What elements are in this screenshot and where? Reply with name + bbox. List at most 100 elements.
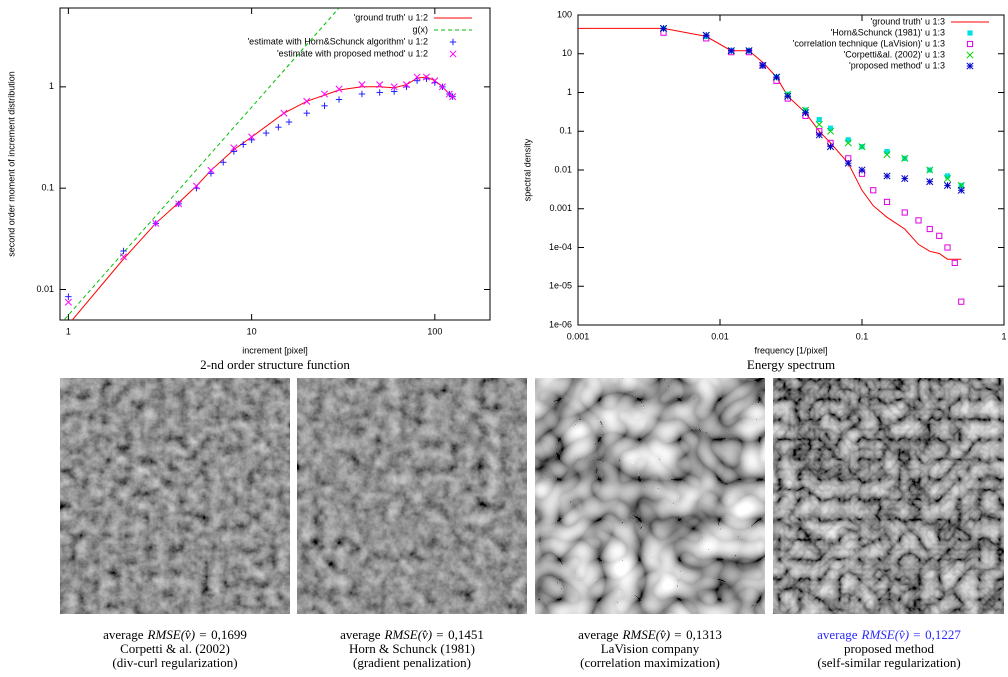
- marker-stroke: [784, 92, 792, 100]
- series-line: [71, 76, 453, 320]
- chart-caption: 2-nd order structure function: [200, 357, 350, 372]
- data-point: [827, 125, 834, 131]
- marker-stroke: [390, 83, 398, 91]
- data-point: [358, 90, 366, 98]
- x-tick-label: 1: [66, 326, 71, 336]
- data-point: [262, 129, 270, 137]
- marker-stroke: [376, 81, 384, 89]
- image-panel: [60, 378, 290, 614]
- marker-stroke: [858, 143, 866, 151]
- marker-stroke: [826, 127, 835, 135]
- legend-stroke: [449, 50, 457, 58]
- marker-stroke: [119, 253, 128, 261]
- marker-stroke: [659, 24, 668, 32]
- data-point: [119, 253, 128, 261]
- caption-metric: RMSE(v̂) =: [384, 627, 445, 642]
- data-point: [759, 61, 767, 69]
- data-point: [826, 127, 835, 135]
- legend-stroke: [966, 62, 974, 70]
- data-point: [64, 298, 72, 306]
- legend-swatch: [966, 51, 974, 59]
- marker-shape: [901, 209, 908, 216]
- marker-stroke: [883, 172, 891, 180]
- caption-method: Horn & Schunck (1981): [349, 641, 475, 656]
- data-point: [358, 81, 366, 89]
- marker-stroke: [858, 166, 866, 174]
- marker-stroke: [826, 143, 835, 151]
- marker-stroke: [431, 77, 439, 85]
- marker-stroke: [957, 186, 965, 194]
- y-tick-label: 1e-05: [549, 281, 572, 291]
- data-point: [727, 47, 735, 55]
- caption-prefix: average: [340, 627, 381, 642]
- marker-stroke: [901, 154, 909, 162]
- y-tick-label: 0.01: [36, 284, 54, 294]
- data-point: [220, 159, 227, 166]
- data-point: [926, 178, 934, 186]
- data-point: [815, 120, 823, 128]
- caption-note: (correlation maximization): [580, 655, 720, 670]
- data-point: [883, 172, 891, 180]
- caption-value: 0,1313: [686, 627, 722, 642]
- y-tick-label: 10: [562, 48, 572, 58]
- x-tick-label: 100: [427, 326, 442, 336]
- plot-area: [578, 24, 965, 305]
- data-point: [901, 175, 909, 183]
- data-point: [303, 97, 311, 105]
- data-point: [438, 83, 446, 91]
- legend-label: 'Horn&Schunck (1981)' u 1:3: [831, 27, 946, 37]
- caption-line: average RMSE(v̂) = 0,1227: [817, 627, 961, 642]
- x-tick-label: 10: [247, 326, 257, 336]
- data-point: [376, 81, 384, 89]
- legend-label: 'estimate with Horn&Schunck algorithm' u…: [247, 36, 428, 46]
- marker-stroke: [901, 175, 909, 183]
- data-point: [175, 200, 183, 208]
- data-point: [320, 90, 329, 98]
- caption-note: (gradient penalization): [353, 655, 471, 670]
- legend-swatch: [967, 30, 973, 36]
- legend-stroke: [966, 51, 974, 59]
- y-tick-label: 1e-04: [549, 242, 572, 252]
- data-point: [915, 217, 922, 224]
- data-point: [772, 73, 781, 81]
- marker-stroke: [801, 109, 810, 117]
- marker-stroke: [303, 97, 311, 105]
- marker-stroke: [926, 166, 934, 174]
- marker-stroke: [438, 83, 446, 91]
- legend-swatch: [449, 50, 457, 58]
- chart-caption: Energy spectrum: [747, 357, 835, 372]
- marker-stroke: [759, 61, 767, 69]
- marker-stroke: [152, 219, 160, 227]
- legend-label: 'proposed method' u 1:3: [849, 60, 945, 70]
- data-point: [826, 143, 835, 151]
- marker-shape: [926, 225, 933, 233]
- data-point: [413, 73, 421, 81]
- legend-label: g(x): [413, 24, 429, 34]
- caption-method: proposed method: [844, 641, 934, 656]
- marker-stroke: [702, 31, 710, 39]
- legend-shape: [966, 40, 974, 48]
- legend-swatch: [966, 62, 974, 70]
- y-tick-label: 1: [49, 81, 54, 91]
- x-tick-label: 1: [1001, 331, 1006, 341]
- data-point: [390, 88, 398, 95]
- marker-stroke: [727, 47, 735, 55]
- data-point: [884, 148, 890, 155]
- data-point: [230, 148, 238, 155]
- y-tick-label: 100: [557, 9, 572, 19]
- marker-shape: [936, 232, 943, 239]
- marker-stroke: [422, 73, 431, 81]
- data-point: [816, 116, 822, 123]
- data-point: [335, 85, 343, 93]
- series-line: [578, 27, 962, 260]
- data-point: [957, 186, 965, 194]
- x-tick-label: 0.001: [567, 331, 590, 341]
- data-point: [285, 118, 293, 126]
- data-point: [958, 298, 965, 305]
- data-point: [845, 137, 851, 143]
- marker-shape: [845, 137, 851, 143]
- marker-stroke: [943, 181, 952, 189]
- data-point: [152, 219, 160, 227]
- chart: 0.001 0.01 0.1 1 100 10 1 0.1 0.01 0.001 1e-04 1e-0…: [522, 9, 1006, 372]
